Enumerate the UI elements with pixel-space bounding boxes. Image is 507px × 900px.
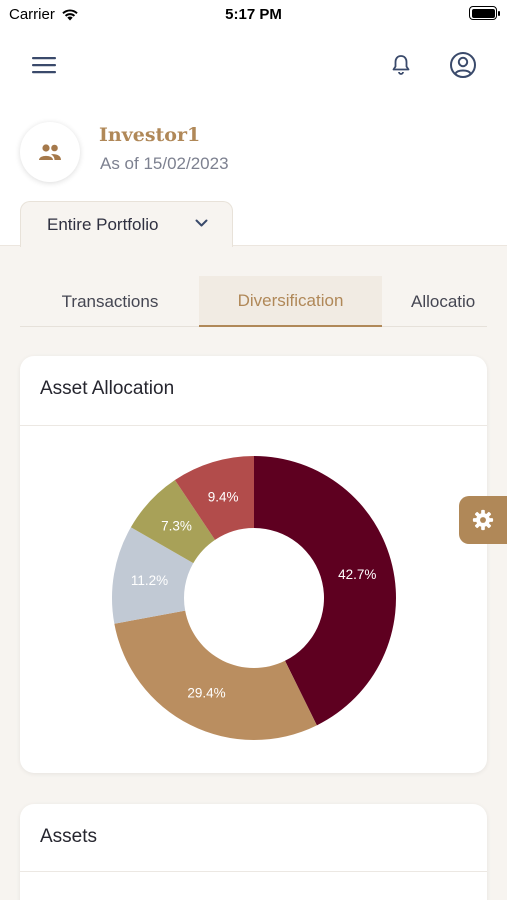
asset-allocation-card: Asset Allocation 42.7% 29.4% 11.2% 7.3% 9.4%: [20, 356, 487, 773]
donut-slice-1[interactable]: [114, 610, 317, 740]
menu-button[interactable]: [26, 50, 62, 80]
tab-transactions[interactable]: Transactions: [61, 291, 159, 311]
assets-title: Assets: [40, 826, 98, 847]
carrier-info: Carrier: [9, 6, 79, 23]
avatar[interactable]: [20, 122, 80, 182]
bell-icon: [392, 55, 410, 75]
gear-icon: [472, 509, 494, 531]
donut-slice-0[interactable]: [254, 456, 397, 726]
asset-allocation-donut-chart: 42.7% 29.4% 11.2% 7.3% 9.4%: [111, 456, 397, 740]
donut-slice-label-3: 7.3%: [161, 519, 192, 534]
card-divider: [20, 425, 487, 426]
as-of-date: As of 15/02/2023: [100, 154, 229, 173]
status-bar: Carrier 5:17 PM: [0, 0, 507, 30]
user-circle-icon: [450, 52, 476, 78]
hamburger-icon: [32, 57, 56, 74]
tab-diversification[interactable]: Diversification: [199, 276, 382, 327]
assets-card: Assets: [20, 804, 487, 900]
donut-slice-2[interactable]: [111, 527, 194, 624]
clock: 5:17 PM: [225, 6, 282, 23]
investor-name: Investor1: [99, 124, 201, 146]
nav-bar: [0, 40, 507, 90]
notifications-button[interactable]: [385, 50, 417, 80]
portfolio-selector-label: Entire Portfolio: [47, 214, 159, 234]
donut-slice-label-4: 9.4%: [208, 490, 239, 505]
investor-header: Investor1 As of 15/02/2023: [0, 120, 507, 190]
settings-button[interactable]: [459, 496, 507, 544]
wifi-icon: [62, 9, 78, 21]
donut-slice-label-0: 42.7%: [338, 567, 376, 582]
donut-slice-3[interactable]: [130, 480, 216, 564]
donut-slice-label-2: 11.2%: [131, 573, 168, 588]
donut-slice-label-1: 29.4%: [187, 686, 225, 701]
card-divider: [20, 871, 487, 872]
people-icon: [39, 144, 61, 160]
section-tabs: Transactions Diversification Allocatio: [20, 276, 487, 328]
asset-allocation-title: Asset Allocation: [40, 378, 175, 399]
donut-slice-4[interactable]: [174, 456, 254, 540]
carrier-label: Carrier: [9, 6, 55, 23]
chevron-down-icon: [195, 219, 208, 227]
tab-allocation[interactable]: Allocatio: [411, 291, 476, 311]
battery-icon: [469, 6, 500, 20]
profile-button[interactable]: [446, 48, 480, 82]
portfolio-selector[interactable]: Entire Portfolio: [20, 201, 233, 247]
